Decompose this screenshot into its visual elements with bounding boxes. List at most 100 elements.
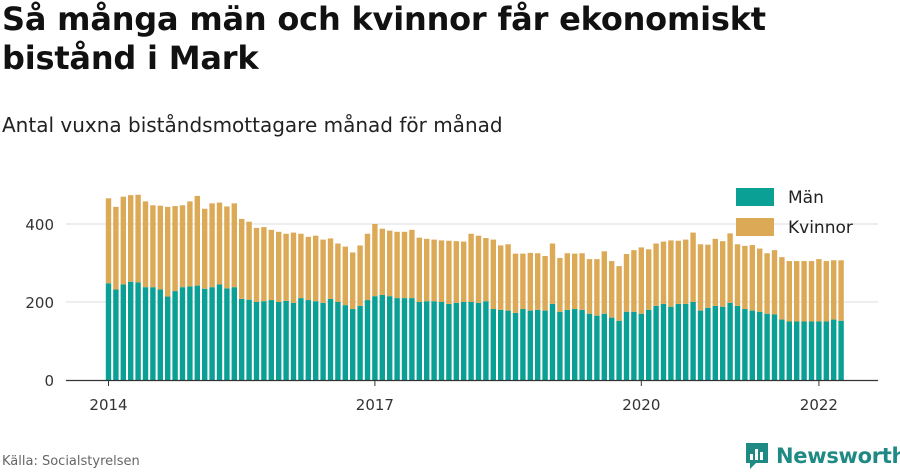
x-tick-label: 2022 (800, 396, 838, 414)
bar-women (683, 239, 689, 304)
bar-men (194, 285, 200, 380)
bar-men (446, 303, 452, 380)
bar-women (549, 243, 556, 304)
bar-women (431, 239, 437, 302)
bar-women (172, 206, 178, 292)
bar-men (690, 302, 696, 380)
bar-men (320, 302, 326, 380)
bar-men (660, 303, 667, 380)
bar-men (172, 291, 178, 380)
bar-women (579, 253, 585, 310)
bar-men (468, 302, 474, 380)
bar-men (675, 303, 681, 380)
bar-women (416, 237, 422, 302)
bar-men (712, 305, 718, 380)
bar-men (823, 321, 829, 380)
bar-men (239, 298, 245, 380)
bar-men (646, 309, 652, 380)
bar-men (638, 313, 644, 380)
bar-men (512, 312, 519, 380)
bar-women (475, 235, 482, 303)
bar-women (128, 195, 134, 282)
legend-swatch (736, 188, 774, 206)
legend-label: Kvinnor (788, 218, 853, 238)
bar-men (105, 283, 112, 380)
bar-men (165, 296, 171, 380)
bar-women (394, 231, 400, 299)
bar-women (794, 261, 800, 322)
bar-men (794, 321, 800, 380)
bar-women (557, 257, 563, 312)
bar-men (801, 321, 807, 380)
bar-women (246, 221, 252, 300)
bar-men (771, 314, 778, 380)
bar-men (424, 301, 430, 380)
bar-women (542, 255, 548, 311)
bar-men (475, 302, 482, 380)
bar-men (764, 313, 770, 380)
bar-men (350, 309, 356, 380)
bar-women (239, 218, 245, 299)
bar-men (268, 300, 274, 380)
bar-women (468, 233, 474, 302)
y-tick-label: 400 (25, 216, 54, 234)
bar-men (298, 298, 304, 380)
bar-men (290, 302, 297, 380)
bar-men (520, 309, 526, 380)
bar-women (298, 233, 304, 299)
bar-women (105, 198, 112, 284)
bar-men (808, 321, 815, 380)
bar-women (749, 245, 755, 311)
bar-women (594, 259, 600, 316)
bar-men (683, 303, 689, 380)
bar-women (705, 244, 711, 308)
bar-men (187, 286, 193, 380)
bar-women (446, 240, 452, 304)
bar-men (720, 306, 726, 380)
bar-men (505, 310, 511, 380)
legend-swatch (736, 218, 774, 236)
bar-men (431, 301, 437, 380)
bar-women (320, 239, 326, 303)
bar-women (483, 238, 489, 302)
bar-women (150, 205, 156, 288)
bar-men (335, 302, 341, 380)
bar-men (779, 319, 785, 380)
bar-women (187, 201, 193, 287)
bar-men (609, 317, 615, 380)
bar-men (542, 310, 548, 380)
bar-men (305, 300, 311, 380)
bar-women (668, 240, 674, 307)
bar-women (520, 253, 526, 310)
bar-men (527, 310, 533, 380)
bar-men (231, 287, 237, 380)
bar-men (128, 281, 134, 380)
bar-men (135, 282, 141, 380)
bar-women (120, 196, 126, 285)
x-tick-label: 2014 (89, 396, 127, 414)
bar-women (438, 240, 445, 302)
bar-women (779, 257, 785, 320)
x-tick-label: 2017 (356, 396, 394, 414)
bar-women (712, 238, 718, 306)
bar-men (535, 309, 541, 380)
bar-men (705, 307, 711, 380)
bar-women (631, 250, 637, 312)
bar-women (586, 259, 593, 314)
legend-label: Män (788, 188, 824, 208)
bar-women (512, 253, 519, 313)
bar-women (231, 203, 237, 288)
bar-men (401, 298, 408, 380)
bar-women (350, 252, 356, 310)
bar-women (409, 229, 415, 299)
bar-women (453, 241, 459, 303)
bar-men (224, 288, 230, 380)
bar-men (727, 302, 733, 380)
bar-men (357, 305, 363, 380)
bar-men (549, 303, 556, 380)
bar-women (290, 232, 297, 303)
bar-women (357, 245, 363, 306)
bar-men (409, 298, 415, 380)
bar-men (372, 296, 378, 380)
